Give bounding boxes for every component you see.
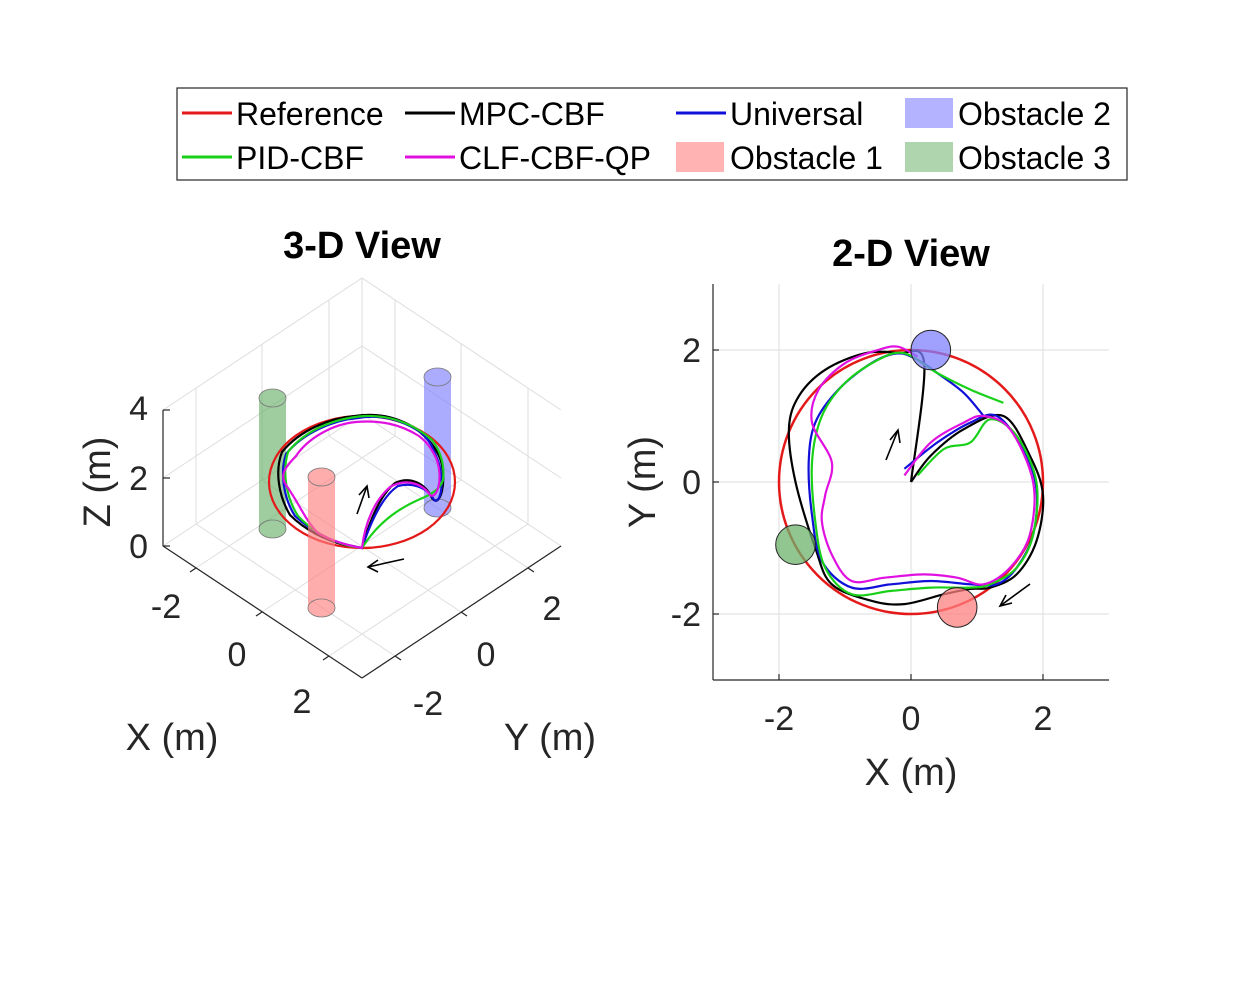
chart-2d-xtick-label-0: -2 [764, 700, 794, 738]
chart-3d-ytick-0: 0 [477, 636, 496, 674]
legend-swatch-obstacle-1 [676, 142, 724, 172]
chart-2d-series-clf-cbf-qp [810, 345, 1036, 586]
chart-3d-series-clf-cbf-qp [282, 420, 441, 550]
chart-3d-series-pid-cbf [284, 414, 445, 550]
legend-box [176, 87, 1128, 181]
chart-2d-xtick-label-2: 2 [1034, 700, 1053, 738]
legend-item-clf-cbf-qp: CLF-CBF-QP [405, 140, 651, 176]
legend-item-pid-cbf: PID-CBF [182, 140, 364, 176]
chart-3d-direction-arrow-2 [356, 484, 370, 515]
legend-label-obstacle-2: Obstacle 2 [958, 96, 1111, 132]
legend: Reference MPC-CBF Universal Obstacle 2 P… [176, 87, 1128, 181]
legend-label-obstacle-3: Obstacle 3 [958, 140, 1111, 176]
chart-3d-title: 3-D View [283, 225, 441, 267]
chart-2d-obstacle-2 [910, 329, 952, 371]
chart-3d-grid [162, 277, 562, 679]
chart-3d-ytick-m2: -2 [413, 685, 443, 723]
chart-2d-ytick-label-0: -2 [671, 596, 701, 634]
chart-2d-direction-arrow-1 [998, 583, 1031, 608]
legend-item-obstacle-1: Obstacle 1 [676, 140, 883, 176]
chart-3d-trajectories [267, 413, 457, 550]
legend-item-reference: Reference [182, 96, 384, 132]
legend-label-universal: Universal [730, 96, 863, 132]
chart-3d-zlabel: Z (m) [77, 437, 119, 528]
chart-3d-ylabel: Y (m) [504, 717, 596, 759]
chart-2d-ytick-label-2: 2 [682, 332, 701, 370]
legend-item-universal: Universal [676, 96, 863, 132]
legend-label-mpc-cbf: MPC-CBF [459, 96, 605, 132]
chart-3d-ztick-0: 0 [129, 528, 148, 566]
legend-item-mpc-cbf: MPC-CBF [405, 96, 605, 132]
chart-2d-axes [712, 284, 1109, 681]
chart-3d-ztick-4: 4 [129, 390, 148, 428]
chart-2d-tick-labels: -2 -2 0 0 2 2 [671, 332, 1053, 738]
chart-3d-ztick-2: 2 [129, 460, 148, 498]
chart-3d-direction-arrow-1 [366, 558, 405, 573]
legend-label-pid-cbf: PID-CBF [236, 140, 364, 176]
chart-2d-xlabel: X (m) [865, 752, 958, 794]
legend-label-obstacle-1: Obstacle 1 [730, 140, 883, 176]
legend-swatch-obstacle-3 [905, 142, 953, 172]
chart-3d-xtick-0: 0 [228, 636, 247, 674]
chart-2d-title: 2-D View [832, 233, 990, 275]
chart-3d-xtick-m2: -2 [151, 588, 181, 626]
chart-2d-series-mpc-cbf [787, 349, 1045, 606]
chart-3d-xtick-2: 2 [293, 683, 312, 721]
chart-2d-obstacles [775, 329, 978, 628]
legend-item-obstacle-2: Obstacle 2 [905, 96, 1111, 132]
legend-label-reference: Reference [236, 96, 384, 132]
chart-2d-ylabel: Y (m) [622, 436, 664, 528]
chart-2d-xtick-label-1: 0 [902, 700, 921, 738]
legend-swatch-obstacle-2 [905, 98, 953, 128]
chart-3d-ytick-2: 2 [543, 590, 562, 628]
chart-2d-obstacle-1 [936, 587, 978, 628]
chart-2d: 2-D View -2 -2 0 0 2 2 X (m) Y (m) [622, 233, 1109, 794]
chart-3d-xlabel: X (m) [126, 717, 219, 759]
chart-3d-axes [162, 409, 562, 679]
legend-label-clf-cbf-qp: CLF-CBF-QP [459, 140, 651, 176]
legend-item-obstacle-3: Obstacle 3 [905, 140, 1111, 176]
chart-2d-ytick-label-1: 0 [682, 464, 701, 502]
chart-3d-obstacle-1 [307, 467, 336, 618]
chart-2d-direction-arrow-2 [885, 428, 901, 461]
chart-2d-obstacle-3 [775, 524, 816, 566]
chart-3d: 3-D View [77, 225, 596, 759]
